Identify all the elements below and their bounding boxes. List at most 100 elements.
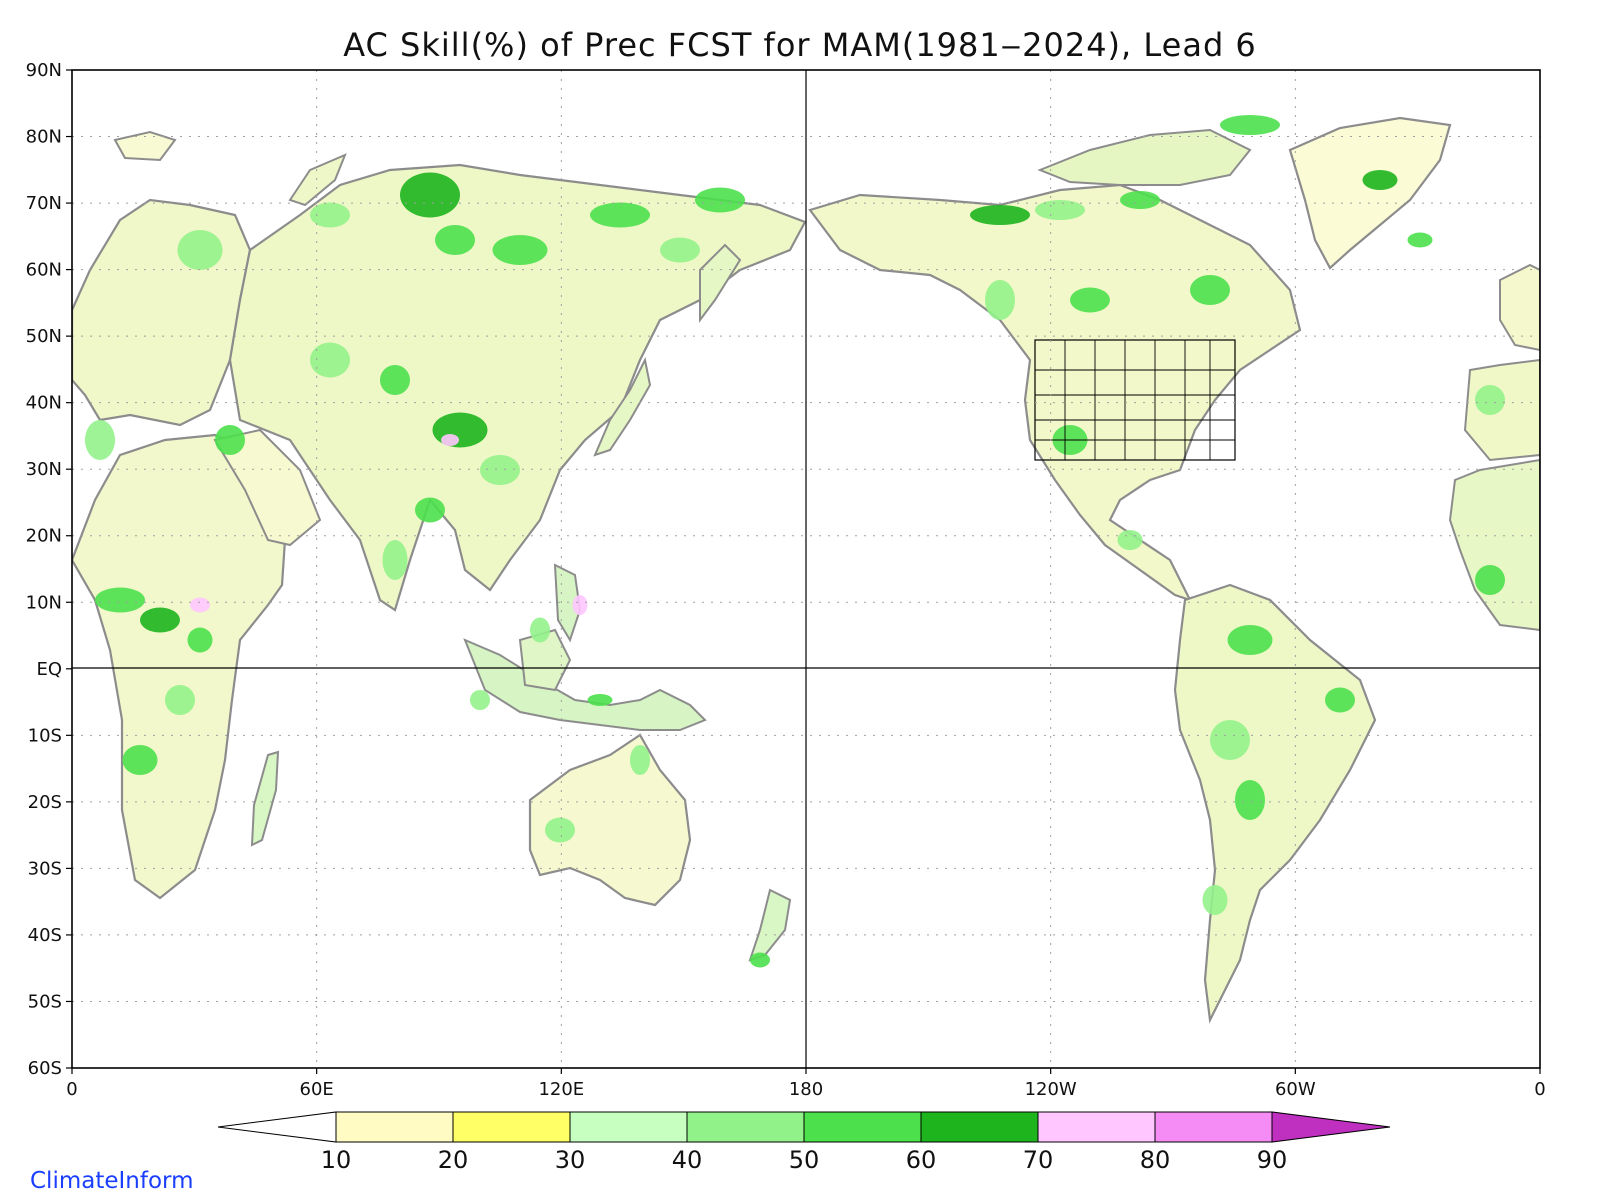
iberia-edge-landmass — [1463, 358, 1540, 462]
skill-patch — [587, 694, 613, 706]
colorbar-label: 10 — [321, 1146, 352, 1174]
longitude-tick-label: 120W — [1025, 1079, 1077, 1100]
skill-patch — [432, 412, 488, 448]
latitude-tick-label: 30N — [26, 459, 62, 480]
novaya-zemlya-landmass — [288, 153, 347, 207]
longitude-tick-label: 60W — [1275, 1079, 1316, 1100]
skill-patch — [545, 817, 575, 843]
skill-patch — [1475, 385, 1505, 415]
skill-patch — [85, 420, 115, 460]
north-america-landmass — [808, 183, 1302, 602]
longitude-tick-label: 60E — [300, 1079, 334, 1100]
latitude-labels: 90N 80N 70N 60N 50N 40N 30N 20N 10N EQ 10S 20S 30S 40… — [26, 60, 72, 1079]
latitude-tick-label: 70N — [26, 193, 62, 214]
britain-edge-landmass — [1499, 263, 1540, 352]
skill-patch — [530, 617, 550, 643]
skill-patch — [382, 540, 408, 580]
colorbar-under-arrow — [217, 1111, 337, 1143]
colorbar-label: 20 — [438, 1146, 469, 1174]
longitude-labels: 0 60E 120E 180 120W 60W 0 — [66, 1068, 1546, 1100]
latitude-tick-label: 60S — [28, 1058, 62, 1079]
latitude-tick-label: 40S — [28, 925, 62, 946]
longitude-tick-label: 0 — [66, 1079, 77, 1100]
colorbar-bin — [1154, 1111, 1273, 1143]
skill-patch — [415, 497, 445, 523]
skill-patch — [1235, 780, 1265, 820]
skill-patch — [310, 342, 350, 378]
skill-patch — [480, 455, 520, 485]
latitude-tick-label: 90N — [26, 60, 62, 81]
skill-patch — [310, 202, 350, 228]
south-america-landmass — [1173, 583, 1377, 1024]
skill-patch — [1362, 170, 1398, 190]
skill-patch — [590, 202, 650, 228]
colorbar-bin — [920, 1111, 1039, 1143]
colorbar-label: 60 — [906, 1146, 937, 1174]
skill-patch — [165, 685, 195, 715]
longitude-tick-label: 180 — [789, 1079, 823, 1100]
us-border — [1034, 339, 1236, 461]
colorbar-label: 90 — [1257, 1146, 1288, 1174]
skill-patches — [85, 115, 1505, 968]
latitude-tick-label: 20N — [26, 526, 62, 547]
colorbar-bin — [803, 1111, 922, 1143]
skill-patch — [380, 365, 410, 395]
skill-patch — [441, 434, 459, 446]
west-africa-edge-landmass — [1448, 458, 1540, 632]
kamchatka-landmass — [699, 243, 742, 323]
skill-patch — [572, 595, 588, 615]
skill-patch — [1475, 565, 1505, 595]
colorbar-bin — [569, 1111, 688, 1143]
skill-patch — [660, 237, 700, 263]
skill-patch — [95, 587, 145, 613]
madagascar-landmass — [250, 750, 280, 847]
australia-landmass — [528, 733, 692, 907]
land-masses — [72, 116, 1540, 1024]
skill-patch — [985, 280, 1015, 320]
skill-patch — [1220, 115, 1280, 135]
skill-patch — [435, 225, 475, 255]
skill-patch — [122, 745, 158, 775]
longitude-tick-label: 0 — [1534, 1079, 1545, 1100]
skill-patch — [1407, 232, 1433, 248]
skill-patch — [1035, 200, 1085, 220]
latitude-tick-label: 10N — [26, 592, 62, 613]
latitude-tick-label: 60N — [26, 260, 62, 281]
colorbar-bin — [1037, 1111, 1156, 1143]
skill-patch — [215, 425, 245, 455]
grid-lines — [72, 70, 1540, 1068]
latitude-tick-label: 20S — [28, 792, 62, 813]
arctic-archipelago-landmass — [1037, 128, 1252, 186]
skill-patch — [400, 172, 460, 218]
skill-patch — [187, 627, 213, 653]
colorbar: 10 20 30 40 50 60 70 80 90 — [217, 1111, 1391, 1174]
colorbar-over-arrow — [1271, 1111, 1391, 1143]
us-state-borders — [1034, 339, 1236, 461]
indonesia-landmass — [463, 638, 707, 731]
skill-patch — [140, 607, 180, 633]
skill-patch — [630, 745, 650, 775]
skill-patch — [1325, 687, 1355, 713]
arabia-landmass — [213, 428, 322, 547]
colorbar-bin — [452, 1111, 571, 1143]
skill-patch — [970, 205, 1030, 225]
colorbar-bin — [335, 1111, 454, 1143]
greenland-landmass — [1288, 116, 1452, 270]
latitude-tick-label: 80N — [26, 127, 62, 148]
colorbar-label: 70 — [1023, 1146, 1054, 1174]
new-zealand-landmass — [748, 888, 792, 962]
colorbar-label: 80 — [1140, 1146, 1171, 1174]
latitude-tick-label: 10S — [28, 725, 62, 746]
africa-landmass — [72, 433, 287, 900]
skill-patch — [1120, 191, 1160, 209]
skill-patch — [1227, 625, 1273, 655]
latitude-tick-label: 40N — [26, 393, 62, 414]
europe-landmass — [72, 198, 252, 427]
skill-patch — [190, 597, 210, 613]
colorbar-label: 50 — [789, 1146, 820, 1174]
skill-patch — [695, 187, 745, 213]
credit-text: ClimateInform — [30, 1168, 194, 1194]
skill-patch — [1070, 287, 1110, 313]
latitude-tick-label: 30S — [28, 858, 62, 879]
